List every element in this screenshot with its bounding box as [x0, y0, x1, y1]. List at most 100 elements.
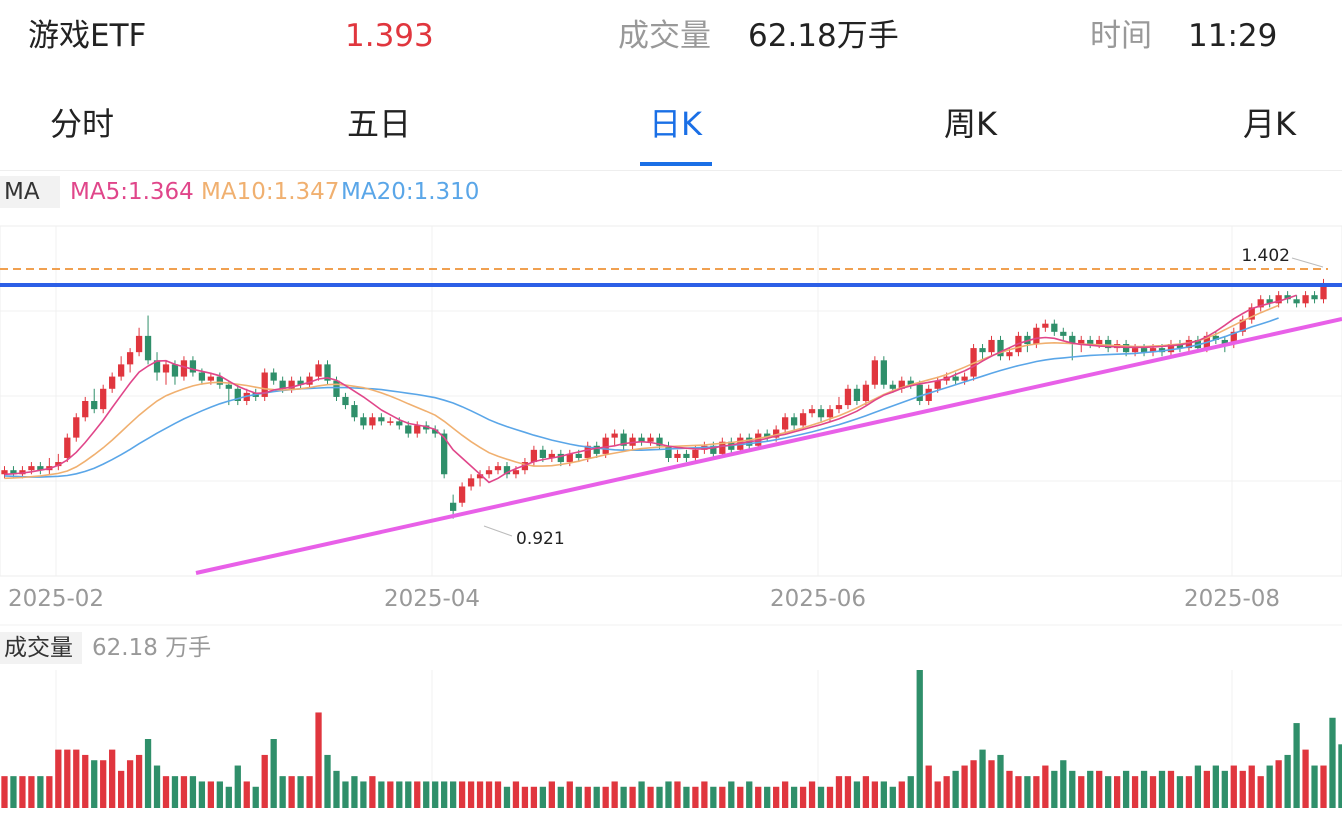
x-tick-label: 2025-06 [770, 586, 866, 612]
candle-body [126, 352, 134, 365]
candle-body [324, 364, 331, 381]
candle-body [10, 470, 17, 475]
volume-bar [1302, 749, 1309, 808]
volume-bar [198, 781, 206, 808]
candle-body [1221, 339, 1228, 345]
volume-bar [306, 776, 313, 808]
volume-bar [1078, 776, 1085, 808]
candle-body [503, 466, 511, 475]
candle-body [180, 360, 188, 377]
volume-bar [781, 781, 789, 808]
tab-weekly-k[interactable]: 周K [944, 105, 997, 143]
volume-bar [1221, 770, 1228, 808]
candle-body [360, 417, 367, 426]
volume-bar [171, 776, 179, 808]
candle-body [755, 433, 762, 446]
volume-bar [1329, 717, 1336, 808]
candle-body [225, 384, 232, 389]
volume-bar [620, 786, 627, 808]
candle-body [91, 401, 98, 410]
volume-bar [898, 781, 905, 808]
candle-body [575, 453, 582, 458]
volume-bar [1293, 723, 1300, 808]
candle-body [306, 376, 313, 385]
volume-bar [853, 781, 861, 808]
volume-bar [916, 670, 923, 808]
volume-bar [82, 754, 89, 808]
volume-bar [46, 776, 53, 808]
volume-bar [701, 781, 708, 808]
volume-bar [1140, 770, 1148, 808]
volume-bar [1015, 776, 1022, 808]
candle-body [979, 348, 986, 353]
volume-bar [817, 786, 825, 808]
candle-body [898, 380, 905, 389]
candle-body [656, 437, 663, 446]
volume-bar [656, 786, 663, 808]
candle-body [862, 384, 870, 401]
candle-body [135, 335, 143, 353]
candle-body [826, 409, 834, 418]
volume-indicator-tag[interactable]: 成交量 [0, 632, 82, 664]
candle-body [692, 449, 699, 458]
volume-bar [64, 749, 71, 808]
volume-bar [683, 786, 690, 808]
active-tab-indicator [640, 162, 712, 166]
tab-monthly-k[interactable]: 月K [1243, 105, 1296, 143]
volume-bar [207, 781, 215, 808]
candle-body [1042, 323, 1049, 328]
candle-body [1320, 282, 1327, 300]
price-panel-frame [0, 225, 1342, 577]
candle-body [1185, 339, 1193, 349]
tab-five-day[interactable]: 五日 [347, 105, 412, 143]
tab-daily-k[interactable]: 日K [649, 105, 702, 143]
volume-bar [1338, 744, 1342, 808]
volume-bar [1203, 770, 1211, 808]
candle-body [1176, 344, 1184, 349]
volume-label: 成交量 [618, 18, 711, 54]
candle-body [844, 388, 852, 406]
volume-bar [826, 786, 834, 808]
candle-body [216, 376, 223, 385]
high-annotation: 1.402 [1241, 246, 1290, 266]
candle-body [1131, 348, 1139, 353]
volume-bar [252, 786, 259, 808]
candle-body [710, 445, 717, 454]
volume-bar [584, 786, 591, 808]
volume-bar [539, 786, 547, 808]
volume-bar [871, 781, 879, 808]
candle-body [647, 437, 654, 442]
volume-bar [1284, 754, 1291, 808]
volume-bar [476, 781, 484, 808]
candle-body [144, 335, 152, 361]
volume-bar [1131, 776, 1139, 808]
volume-bar [1, 776, 8, 808]
volume-bar [1158, 770, 1166, 808]
candle-body [73, 417, 80, 438]
volume-bar [530, 786, 538, 808]
volume-bar [1024, 776, 1031, 808]
volume-bar [485, 781, 493, 808]
volume-bar [575, 786, 582, 808]
volume-bar [1320, 765, 1327, 808]
candle-body [1105, 339, 1112, 349]
volume-bar [997, 754, 1004, 808]
ma-indicator-tag[interactable]: MA [0, 176, 60, 208]
volume-bar [548, 781, 555, 808]
volume-bar [611, 781, 618, 808]
candle-body [279, 380, 286, 389]
tab-intraday[interactable]: 分时 [50, 105, 115, 143]
candle-body [835, 405, 843, 410]
volume-bar [961, 765, 968, 808]
chart-labels: 2025-02 2025-04 2025-06 2025-08 1.402 0.921 [8, 246, 1324, 612]
volume-bar [405, 781, 412, 808]
volume-bar [970, 760, 977, 808]
candle-body [602, 437, 609, 454]
volume-bar [773, 786, 780, 808]
volume-bar [1069, 770, 1076, 808]
candle-body [584, 445, 591, 458]
candle-body [1069, 335, 1076, 345]
volume-bar [315, 712, 322, 808]
candle-body [1293, 299, 1300, 304]
